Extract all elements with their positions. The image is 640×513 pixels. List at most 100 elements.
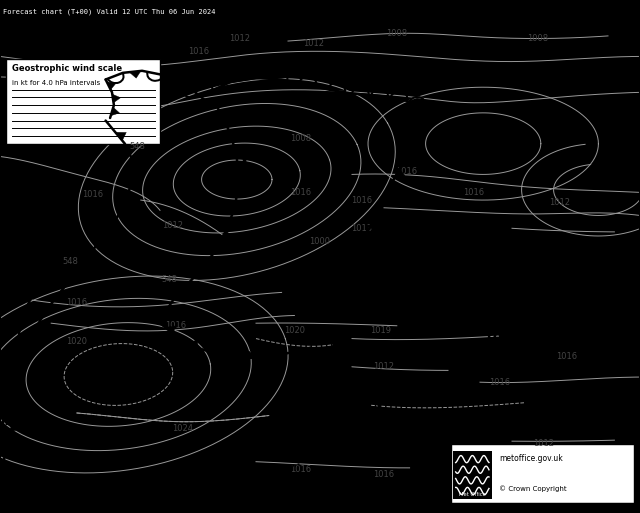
Polygon shape [237,173,247,183]
Text: Geostrophic wind scale: Geostrophic wind scale [12,64,122,73]
Polygon shape [45,303,56,311]
Text: 1005: 1005 [464,144,502,159]
Text: Forecast chart (T+00) Valid 12 UTC Thu 06 Jun 2024: Forecast chart (T+00) Valid 12 UTC Thu 0… [3,8,216,14]
Text: H: H [494,303,511,323]
Polygon shape [2,467,10,476]
Polygon shape [204,256,215,265]
Text: L: L [240,152,253,171]
Text: 1007: 1007 [3,413,42,428]
Text: Met Office: Met Office [459,491,486,497]
Text: 548: 548 [162,275,177,284]
Text: L: L [419,388,432,407]
Polygon shape [222,116,233,126]
Polygon shape [372,393,382,401]
Text: L: L [477,116,490,135]
Polygon shape [26,337,36,346]
Text: 1020: 1020 [67,337,87,346]
Text: 995: 995 [232,180,261,194]
Polygon shape [5,445,13,453]
Text: 1012: 1012 [550,198,570,207]
Text: 1016: 1016 [351,195,372,205]
Text: 1008: 1008 [290,134,312,143]
Polygon shape [188,340,198,348]
Polygon shape [409,144,419,152]
Polygon shape [221,230,232,240]
Text: 1020: 1020 [483,331,522,346]
Polygon shape [303,346,315,354]
Text: 1006: 1006 [35,236,74,251]
Text: 1012: 1012 [230,34,250,43]
Text: 1003: 1003 [579,190,618,205]
Text: 1010: 1010 [214,475,253,489]
Polygon shape [3,409,13,420]
Text: 1008: 1008 [527,34,548,43]
Text: metoffice.gov.uk: metoffice.gov.uk [499,453,563,463]
Text: 1008: 1008 [406,416,445,430]
Text: 1000: 1000 [310,236,330,246]
Text: 1013: 1013 [351,224,372,233]
Text: 1016: 1016 [396,167,417,176]
Text: 1012: 1012 [163,221,183,230]
Polygon shape [356,372,366,380]
Text: L: L [227,447,240,466]
Polygon shape [201,98,211,107]
Polygon shape [332,356,342,364]
Bar [451,444,634,503]
Text: 1019: 1019 [371,326,391,336]
Bar [0,504,640,513]
Polygon shape [129,71,141,78]
Polygon shape [381,194,391,203]
Polygon shape [107,82,116,90]
Text: 1016: 1016 [290,188,312,197]
Polygon shape [234,144,243,154]
Polygon shape [10,424,19,432]
Text: 1016: 1016 [556,352,577,361]
Polygon shape [132,167,142,176]
Text: L: L [48,208,61,228]
Polygon shape [383,416,392,425]
Text: 1016: 1016 [165,321,187,330]
Text: 1016: 1016 [463,188,484,197]
Text: 1024: 1024 [172,424,193,433]
Polygon shape [170,78,180,87]
Polygon shape [165,326,175,334]
Text: H: H [110,354,127,374]
Polygon shape [96,238,107,246]
Polygon shape [111,107,120,116]
Text: 1008: 1008 [386,29,408,38]
Text: in kt for 4.0 hPa intervals: in kt for 4.0 hPa intervals [12,80,100,86]
Polygon shape [233,202,243,212]
Polygon shape [369,220,379,229]
Text: 548: 548 [63,257,78,266]
Bar [0,0,640,22]
Text: 548: 548 [130,142,145,151]
Text: 1016: 1016 [290,465,312,474]
Polygon shape [115,132,126,141]
Text: 1012: 1012 [303,39,324,48]
Polygon shape [112,94,120,103]
Text: 1012: 1012 [374,362,394,371]
Text: L: L [592,162,605,182]
Polygon shape [10,372,20,382]
Polygon shape [19,402,28,410]
Polygon shape [395,169,405,177]
Polygon shape [422,117,431,126]
Text: 1016: 1016 [188,47,209,56]
Text: 1020: 1020 [284,326,305,336]
Text: 1016: 1016 [488,378,510,387]
Text: © Crown Copyright: © Crown Copyright [499,485,567,492]
Polygon shape [71,270,82,279]
Polygon shape [244,351,256,358]
Text: 1016: 1016 [82,190,104,200]
Text: 1016: 1016 [373,470,395,479]
Polygon shape [346,272,356,281]
Polygon shape [120,204,131,213]
Text: 1016: 1016 [66,298,88,307]
Text: 1028: 1028 [99,383,138,397]
Polygon shape [274,348,285,356]
Polygon shape [357,246,367,255]
Polygon shape [183,281,194,289]
Polygon shape [164,305,175,313]
Text: L: L [16,385,29,405]
Bar [6,59,160,144]
